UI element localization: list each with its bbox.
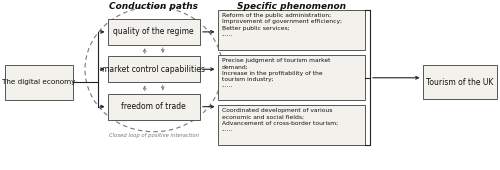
Text: Tourism of the UK: Tourism of the UK [426,78,493,87]
Text: Conduction paths: Conduction paths [109,2,198,11]
Bar [218,55,365,100]
Text: The digital economy: The digital economy [2,79,76,86]
Bar [422,65,496,99]
Bar [108,94,200,120]
Text: freedom of trade: freedom of trade [122,102,186,111]
Text: Closed loop of positive interaction: Closed loop of positive interaction [109,133,199,138]
Text: Specific phenomenon: Specific phenomenon [237,2,346,11]
Bar [108,19,200,45]
Text: Precise judgment of tourism market
demand;
Increase in the profitability of the
: Precise judgment of tourism market deman… [222,58,330,88]
Text: Reform of the public administration;
Improvement of government efficiency;
Bette: Reform of the public administration; Imp… [222,13,342,37]
Text: quality of the regime: quality of the regime [114,27,194,36]
Bar [218,10,365,50]
Bar [218,105,365,145]
Bar [108,56,200,82]
Bar [5,65,72,100]
Text: Coordinated development of various
economic and social fields;
Advancement of cr: Coordinated development of various econo… [222,108,338,132]
Text: market control capabilities: market control capabilities [102,65,206,74]
